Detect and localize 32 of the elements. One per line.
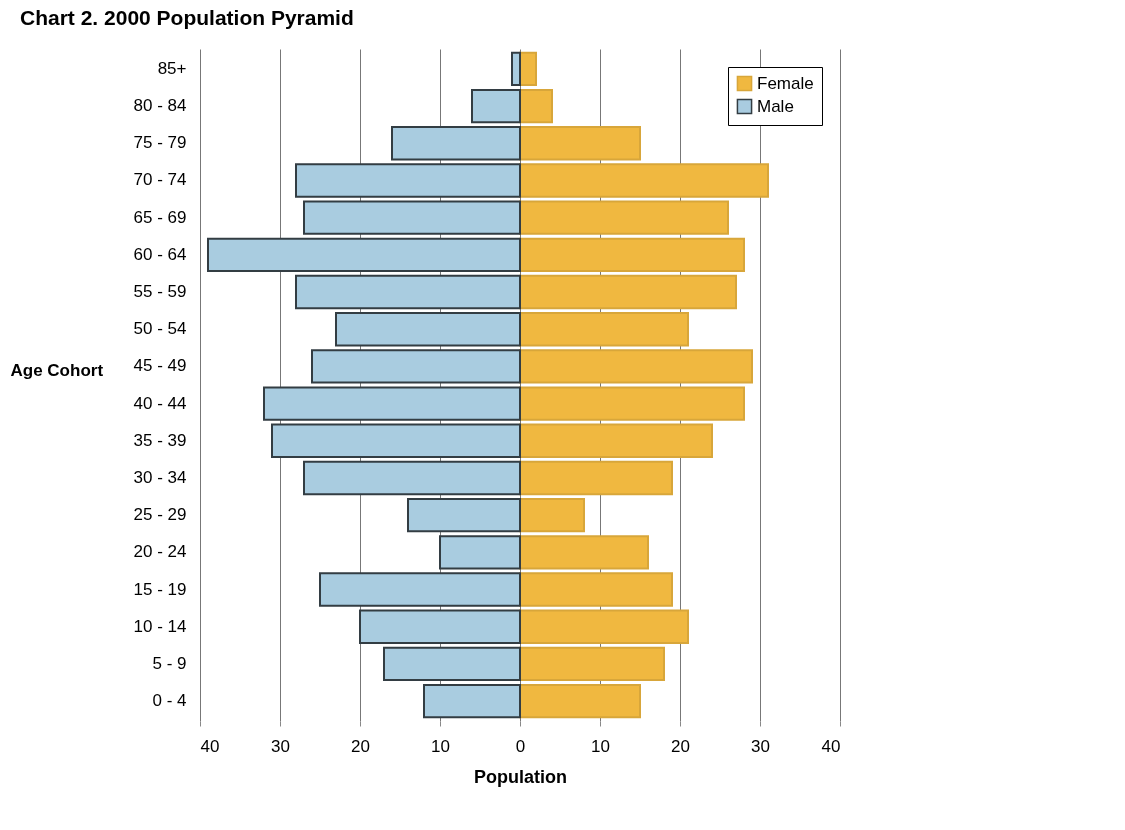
y-tick-label: 80 - 84 (133, 96, 187, 116)
y-tick-label: 75 - 79 (133, 133, 187, 153)
y-tick-label: 45 - 49 (133, 356, 187, 376)
y-axis-title: Age Cohort (10, 360, 104, 380)
y-tick-label: 35 - 39 (133, 430, 187, 450)
y-tick-label: 15 - 19 (133, 579, 187, 599)
x-tick-label: 10 (591, 736, 610, 756)
y-tick-label: 50 - 54 (133, 319, 187, 339)
y-tick-label: 10 - 14 (133, 616, 187, 636)
x-tick-label: 0 (515, 736, 526, 756)
y-tick-label: 40 - 44 (133, 393, 187, 413)
y-tick-label: 85+ (157, 58, 187, 78)
y-tick-label: 0 - 4 (152, 691, 187, 711)
y-tick-label: 30 - 34 (133, 467, 187, 487)
y-tick-label: 60 - 64 (133, 244, 187, 264)
x-tick-label: 30 (751, 736, 770, 756)
x-axis-title: Population (474, 766, 567, 787)
y-tick-label: 55 - 59 (133, 282, 187, 302)
legend-label: Male (757, 96, 794, 116)
y-tick-label: 65 - 69 (133, 207, 187, 227)
y-tick-label: 70 - 74 (133, 170, 187, 190)
x-tick-label: 30 (271, 736, 290, 756)
chart-title: Chart 2. 2000 Population Pyramid (20, 6, 354, 29)
legend-label: Female (757, 73, 814, 93)
x-tick-label: 40 (821, 736, 841, 756)
x-tick-label: 10 (431, 736, 450, 756)
y-tick-label: 5 - 9 (152, 653, 187, 673)
x-tick-label: 20 (671, 736, 690, 756)
y-tick-label: 20 - 24 (133, 542, 187, 562)
y-tick-label: 25 - 29 (133, 505, 187, 525)
x-tick-label: 40 (200, 736, 220, 756)
x-tick-label: 20 (351, 736, 370, 756)
